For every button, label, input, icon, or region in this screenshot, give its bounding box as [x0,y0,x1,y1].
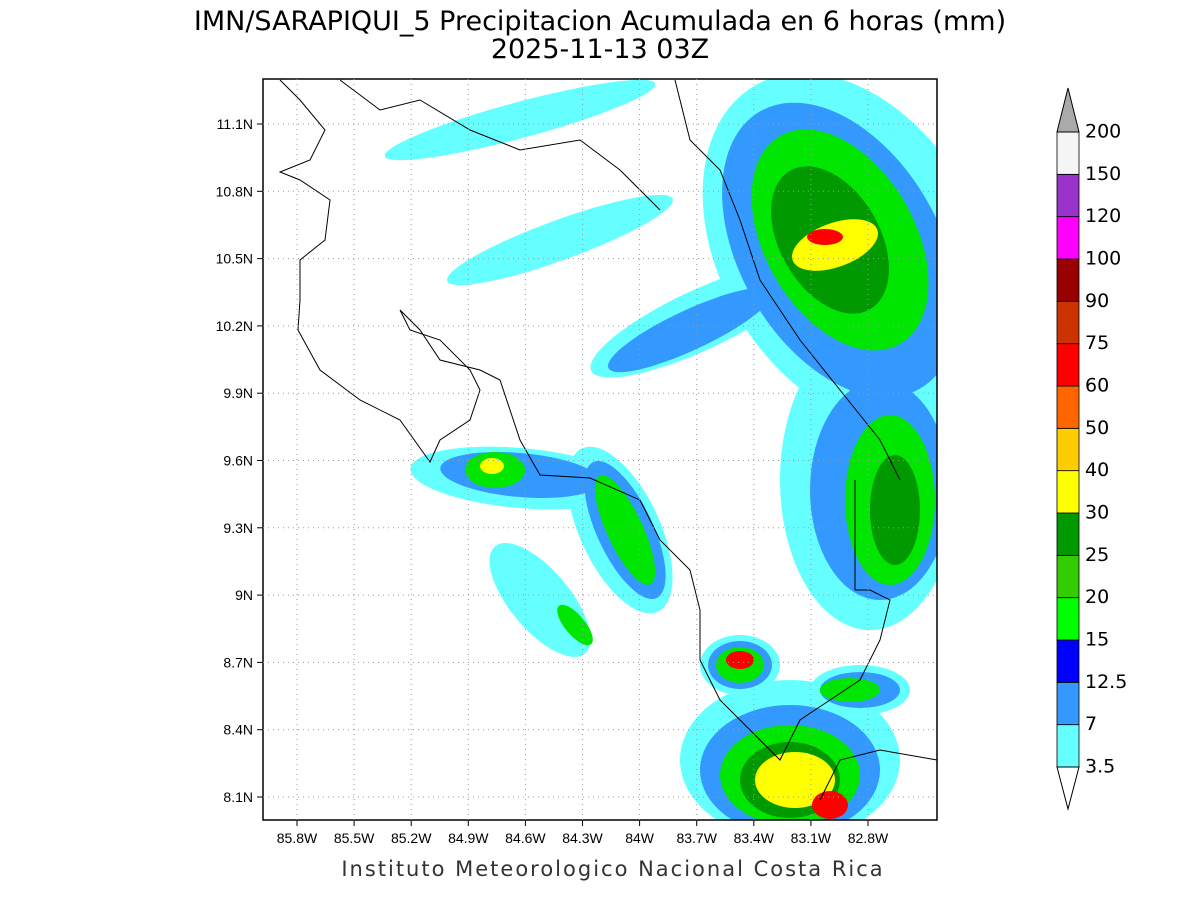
colorbar-label: 40 [1085,459,1109,481]
colorbar-label: 15 [1085,629,1109,651]
lat-label: 8.7N [223,654,253,670]
lat-label: 10.8N [216,183,253,199]
lon-label: 83.4W [734,830,775,846]
colorbar-label: 3.5 [1085,756,1115,778]
lon-label: 84.3W [562,830,603,846]
colorbar-swatch [1056,597,1080,641]
lon-label: 83.1W [791,830,832,846]
lat-label: 9.6N [223,453,253,469]
colorbar-label: 75 [1085,332,1109,354]
colorbar-swatch [1056,681,1080,726]
colorbar-swatch [1056,131,1080,175]
colorbar-below [1056,766,1080,811]
colorbar-label: 100 [1085,248,1121,270]
colorbar-swatch [1056,385,1080,429]
colorbar-label: 90 [1085,290,1109,312]
lat-label: 9.3N [223,520,253,536]
lat-label: 8.1N [223,789,253,805]
colorbar-swatch [1056,427,1080,472]
lat-label: 9.9N [223,385,253,401]
colorbar-swatch [1056,554,1080,599]
colorbar-swatch [1056,216,1080,260]
colorbar-swatch [1056,300,1080,345]
lat-label: 11.1N [217,116,253,132]
lon-label: 83.7W [676,830,717,846]
map-frame [262,78,938,821]
title-line-2: 2025-11-13 03Z [491,34,709,65]
lon-label: 85.5W [334,830,375,846]
colorbar-label: 150 [1085,163,1121,185]
colorbar-label: 12.5 [1085,671,1127,693]
colorbar-swatch [1056,173,1080,218]
colorbar-label: 50 [1085,417,1109,439]
lon-label: 84.6W [505,830,546,846]
colorbar-swatch [1056,724,1080,768]
lon-label: 84.9W [448,830,489,846]
lon-label: 85.8W [277,830,318,846]
coastline [278,79,938,801]
footer: Instituto Meteorologico Nacional Costa R… [341,857,884,881]
colorbar-label: 60 [1085,375,1109,397]
colorbar-label: 20 [1085,586,1109,608]
colorbar-above [1056,87,1080,133]
title-line-1: IMN/SARAPIQUI_5 Precipitacion Acumulada … [194,6,1006,37]
colorbar-swatch [1056,343,1080,387]
colorbar-swatch [1056,512,1080,556]
colorbar-label: 30 [1085,502,1109,524]
colorbar-swatch [1056,639,1080,683]
precipitation-field [384,79,937,820]
lon-label: 84W [625,830,655,846]
lat-label: 10.5N [216,251,253,267]
colorbar-label: 25 [1085,544,1109,566]
colorbar-label: 7 [1085,713,1097,735]
lon-label: 82.8W [848,830,889,846]
colorbar-label: 120 [1085,205,1121,227]
lon-label: 85.2W [391,830,432,846]
colorbar-swatch [1056,258,1080,302]
lat-label: 10.2N [216,318,253,334]
lat-label: 8.4N [223,722,253,738]
lat-label: 9N [235,587,253,603]
colorbar-label: 200 [1085,121,1121,143]
colorbar-swatch [1056,470,1080,514]
